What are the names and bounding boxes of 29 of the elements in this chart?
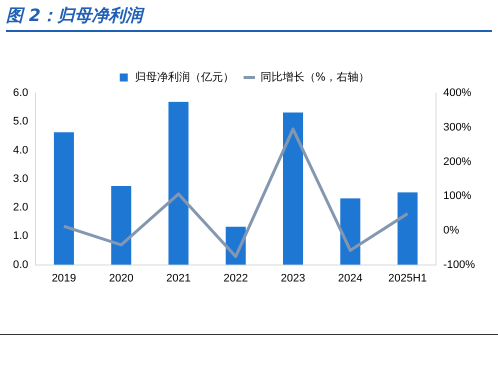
bar: [340, 198, 360, 265]
y-tick-label: 5.0: [12, 116, 28, 128]
chart-title: 图 2：归母净利润: [6, 4, 492, 32]
x-tick-label: 2021: [166, 272, 191, 284]
bar: [111, 186, 132, 265]
bar: [168, 102, 188, 265]
y-tick-label: 2.0: [12, 202, 28, 214]
y-tick-label: 0.0: [12, 258, 28, 271]
y2-tick-label: 0%: [443, 224, 460, 236]
y-tick-label: 1.0: [12, 230, 28, 242]
bar: [283, 112, 304, 265]
legend-label: 同比增长（%，右轴）: [260, 70, 370, 84]
x-tick-label: 2023: [280, 272, 306, 284]
y-tick-label: 3.0: [12, 172, 28, 185]
x-tick-label: 2022: [224, 272, 248, 284]
y-tick-label: 6.0: [12, 87, 28, 100]
y2-tick-label: -100%: [443, 258, 476, 271]
bar: [398, 192, 418, 265]
legend-label: 归母净利润（亿元）: [134, 70, 234, 84]
y2-tick-label: 100%: [443, 190, 472, 202]
y2-tick-label: 400%: [443, 87, 472, 100]
x-tick-label: 2024: [338, 272, 363, 284]
y2-tick-label: 300%: [443, 121, 472, 134]
y2-tick-label: 200%: [443, 156, 472, 168]
x-tick-label: 2019: [52, 272, 76, 284]
x-tick-label: 2025H1: [388, 272, 427, 284]
bar: [54, 132, 74, 265]
x-tick-label: 2020: [108, 272, 134, 284]
y-tick-label: 4.0: [12, 144, 28, 156]
